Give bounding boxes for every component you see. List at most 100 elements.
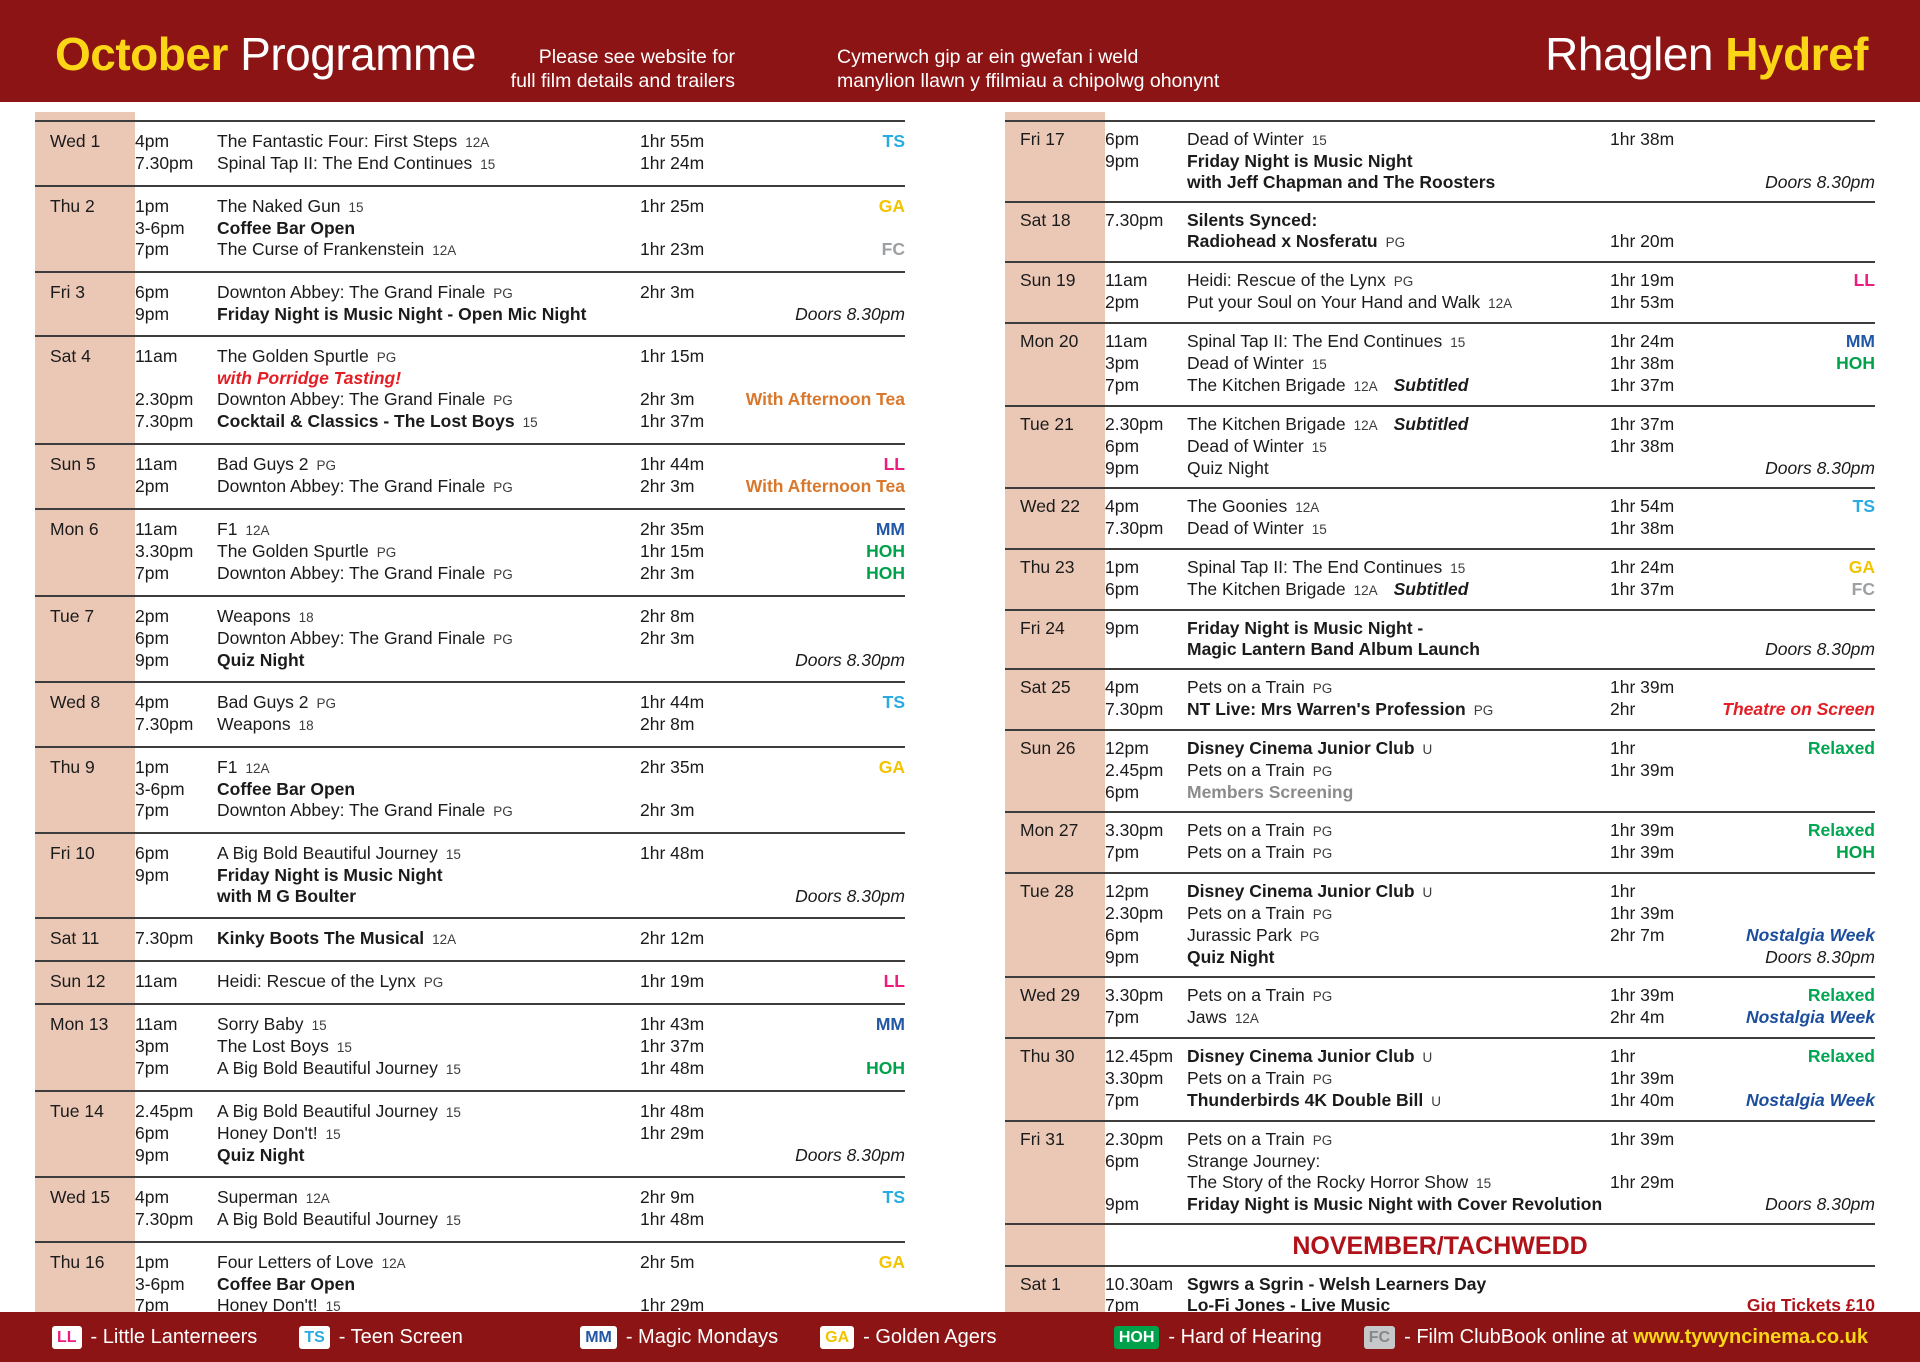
show-duration: 2hr 3m — [640, 282, 695, 302]
show-duration: 1hr 24m — [1610, 331, 1675, 351]
show-row: 7.30pm NT Live: Mrs Warren's Profession PG… — [1105, 699, 1875, 721]
day-rows: 12pm Disney Cinema Junior Club U 1hr 2.30pm P… — [1105, 881, 1875, 968]
day-rows: 1pm The Naked Gun 15 1hr 25m GA 3-6pm Coffee B… — [135, 196, 905, 261]
rating-label: 12A — [1234, 1011, 1259, 1026]
show-time: 7.30pm — [135, 153, 194, 173]
show-duration: 1hr 55m — [640, 131, 705, 151]
show-title-cell: Friday Night is Music Night — [1187, 151, 1610, 172]
show-note: LL — [883, 971, 905, 991]
show-title: Quiz Night — [1187, 458, 1269, 478]
show-row: 6pm Jurassic Park PG 2hr 7m Nostalgia Week — [1105, 925, 1875, 947]
show-time: 11am — [135, 1014, 178, 1034]
rating-label: 15 — [311, 1018, 327, 1033]
day-group: Fri 24 9pm Friday Night is Music Night - Ma… — [1005, 609, 1875, 668]
book-online-url[interactable]: www.tywyncinema.co.uk — [1633, 1325, 1868, 1348]
show-time: 7pm — [1105, 1007, 1140, 1027]
show-row: 6pm Downton Abbey: The Grand Finale PG 2hr … — [135, 628, 905, 650]
show-title: The Golden Spurtle — [217, 346, 369, 366]
show-time: 7pm — [135, 800, 170, 820]
day-group: Mon 27 3.30pm Pets on a Train PG 1hr 39m Rela… — [1005, 811, 1875, 872]
day-group: Sat 4 11am The Golden Spurtle PG 1hr 15m with… — [35, 335, 905, 443]
show-duration: 1hr 15m — [640, 346, 705, 366]
show-row: 1pm Four Letters of Love 12A 2hr 5m GA — [135, 1252, 905, 1274]
show-title-cell: with Jeff Chapman and The Roosters — [1187, 172, 1610, 193]
show-title: Jurassic Park — [1187, 925, 1293, 945]
show-row: The Story of the Rocky Horror Show 15 1hr … — [1105, 1172, 1875, 1194]
website-note-cy: Cymerwch gip ar ein gwefan i weld manyli… — [837, 45, 1219, 93]
date-label: Fri 3 — [50, 282, 85, 302]
show-title: Pets on a Train — [1187, 1129, 1305, 1149]
show-title-cell: Coffee Bar Open — [217, 1274, 640, 1295]
show-note: Nostalgia Week — [1745, 925, 1875, 945]
show-note: GA — [1848, 557, 1875, 577]
show-row: 1pm The Naked Gun 15 1hr 25m GA — [135, 196, 905, 218]
show-row: 7pm Lo-Fi Jones - Live Music Gig Tickets £… — [1105, 1295, 1875, 1316]
show-time: 9pm — [1105, 618, 1140, 638]
show-row: 2pm Put your Soul on Your Hand and Walk 12… — [1105, 292, 1875, 314]
rating-label: PG — [316, 458, 336, 473]
show-note: With Afternoon Tea — [745, 476, 905, 496]
show-title: Pets on a Train — [1187, 820, 1305, 840]
show-row: 7.30pm Dead of Winter 15 1hr 38m — [1105, 518, 1875, 540]
show-title-cell: Lo-Fi Jones - Live Music — [1187, 1295, 1610, 1316]
show-row: 7pm Honey Don't! 15 1hr 29m — [135, 1295, 905, 1317]
show-row: 2.45pm A Big Bold Beautiful Journey 15 1hr … — [135, 1101, 905, 1123]
show-duration: 2hr 4m — [1610, 1007, 1665, 1027]
show-title: Dead of Winter — [1187, 129, 1304, 149]
legend-badge-mm: MM — [580, 1325, 617, 1349]
show-row: 7pm Jaws 12A 2hr 4m Nostalgia Week — [1105, 1007, 1875, 1029]
show-title: The Fantastic Four: First Steps — [217, 131, 458, 151]
show-time: 11am — [135, 519, 178, 539]
date-label: Sat 25 — [1020, 677, 1071, 697]
show-row: 12.45pm Disney Cinema Junior Club U 1hr Rela… — [1105, 1046, 1875, 1068]
show-time: 6pm — [1105, 579, 1140, 599]
legend-item-ll: LL - Little Lanterneers — [52, 1325, 257, 1349]
rating-label: PG — [1312, 907, 1333, 922]
day-group: Wed 22 4pm The Goonies 12A 1hr 54m TS 7.30pm De… — [1005, 487, 1875, 548]
show-duration: 1hr — [1610, 1046, 1636, 1066]
day-rows: 2.45pm A Big Bold Beautiful Journey 15 1hr … — [135, 1101, 905, 1166]
show-title: The Naked Gun — [217, 196, 341, 216]
show-title: Friday Night is Music Night — [217, 865, 443, 885]
masthead: October Programme Please see website for… — [0, 0, 1920, 102]
rating-label: PG — [1312, 846, 1333, 861]
page-title: October Programme — [55, 30, 476, 78]
show-time: 11am — [135, 346, 178, 366]
show-time: 6pm — [135, 843, 170, 863]
show-title-cell: Pets on a Train PG — [1187, 677, 1610, 699]
show-title-cell: Magic Lantern Band Album Launch — [1187, 639, 1610, 660]
show-title-cell: The Fantastic Four: First Steps 12A — [217, 131, 640, 153]
show-time: 1pm — [135, 1252, 170, 1272]
show-time: 6pm — [135, 628, 170, 648]
page-title-welsh-month: Hydref — [1725, 28, 1868, 80]
show-title: Heidi: Rescue of the Lynx — [217, 971, 416, 991]
show-note: MM — [875, 1014, 905, 1034]
show-note: Doors 8.30pm — [1765, 1194, 1875, 1214]
show-title: Heidi: Rescue of the Lynx — [1187, 270, 1386, 290]
day-rows: 10.30am Sgwrs a Sgrin - Welsh Learners Da… — [1105, 1274, 1875, 1316]
show-note: LL — [1853, 270, 1875, 290]
show-duration: 2hr 35m — [640, 519, 705, 539]
show-title-cell: Members Screening — [1187, 782, 1610, 803]
show-duration: 1hr 39m — [1610, 677, 1675, 697]
show-duration: 2hr 9m — [640, 1187, 695, 1207]
show-title: The Golden Spurtle — [217, 541, 369, 561]
rating-label: PG — [1312, 764, 1333, 779]
date-label: Thu 23 — [1020, 557, 1075, 577]
show-title-cell: The Curse of Frankenstein 12A — [217, 239, 640, 261]
day-rows: 3.30pm Pets on a Train PG 1hr 39m Relaxed 7pm… — [1105, 985, 1875, 1029]
show-time: 7.30pm — [135, 1209, 194, 1229]
legend-badge-ts: TS — [299, 1325, 330, 1349]
legend-item-ga: GA - Golden Agers — [820, 1325, 997, 1349]
show-row: 1pm F1 12A 2hr 35m GA — [135, 757, 905, 779]
show-title: Pets on a Train — [1187, 760, 1305, 780]
show-title: Downton Abbey: The Grand Finale — [217, 389, 486, 409]
day-group: Tue 7 2pm Weapons 18 2hr 8m 6pm Downton Abbey:… — [35, 595, 905, 681]
date-label: Sun 19 — [1020, 270, 1076, 290]
show-duration: 1hr 48m — [640, 843, 705, 863]
show-time: 3.30pm — [135, 541, 194, 561]
show-time: 4pm — [135, 1187, 170, 1207]
show-title: A Big Bold Beautiful Journey — [217, 1209, 438, 1229]
date-label: Sat 4 — [50, 346, 91, 366]
